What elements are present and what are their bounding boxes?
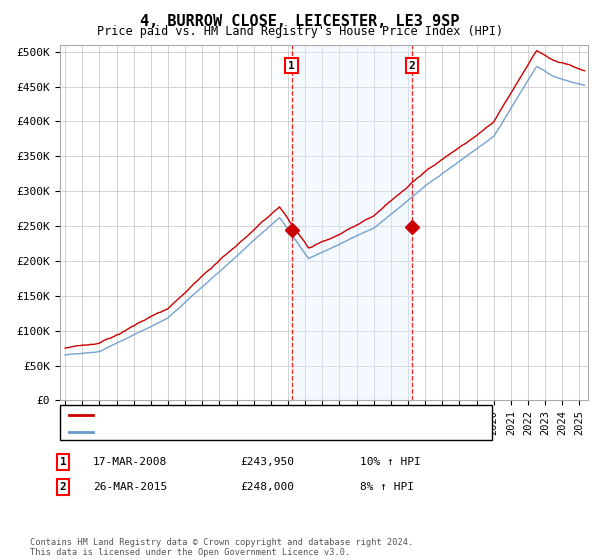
Text: 17-MAR-2008: 17-MAR-2008 <box>93 457 167 467</box>
Text: Contains HM Land Registry data © Crown copyright and database right 2024.
This d: Contains HM Land Registry data © Crown c… <box>30 538 413 557</box>
Text: Price paid vs. HM Land Registry's House Price Index (HPI): Price paid vs. HM Land Registry's House … <box>97 25 503 38</box>
Text: HPI: Average price, detached house, Leicester: HPI: Average price, detached house, Leic… <box>96 427 377 437</box>
Text: 4, BURROW CLOSE, LEICESTER,  LE3 9SP (detached house): 4, BURROW CLOSE, LEICESTER, LE3 9SP (det… <box>96 409 427 419</box>
Text: 10% ↑ HPI: 10% ↑ HPI <box>360 457 421 467</box>
Text: 2: 2 <box>59 482 67 492</box>
Text: 8% ↑ HPI: 8% ↑ HPI <box>360 482 414 492</box>
Text: 2: 2 <box>409 60 415 71</box>
Text: 4, BURROW CLOSE, LEICESTER, LE3 9SP: 4, BURROW CLOSE, LEICESTER, LE3 9SP <box>140 14 460 29</box>
Text: £248,000: £248,000 <box>240 482 294 492</box>
Text: £243,950: £243,950 <box>240 457 294 467</box>
Text: 1: 1 <box>288 60 295 71</box>
Bar <box>292 45 412 400</box>
Text: 1: 1 <box>59 457 67 467</box>
Text: 26-MAR-2015: 26-MAR-2015 <box>93 482 167 492</box>
